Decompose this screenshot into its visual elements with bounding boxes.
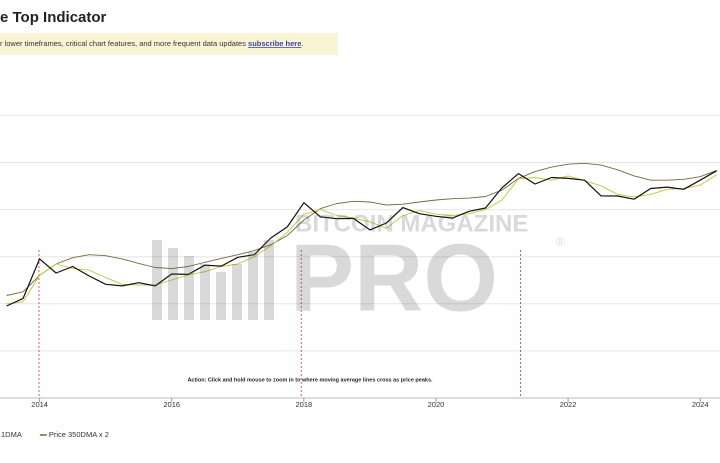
x-tick-label: 2014: [31, 400, 48, 409]
legend-label: 1DMA: [1, 430, 22, 439]
series-line: [6, 174, 717, 305]
watermark: BITCOIN MAGAZINE PRO ®: [152, 210, 565, 331]
watermark-logo: [152, 240, 274, 320]
legend-label: Price 350DMA x 2: [49, 430, 109, 439]
watermark-top: BITCOIN MAGAZINE: [295, 210, 528, 237]
series-line: [6, 170, 717, 307]
banner-text: r lower timeframes, critical chart featu…: [0, 39, 303, 48]
x-tick-label: 2018: [296, 400, 313, 409]
x-tick-label: 2020: [428, 400, 445, 409]
chart-title: e Top Indicator: [0, 9, 107, 26]
banner-end: .: [301, 39, 303, 48]
annotation: Action: Click and hold mouse to zoom in …: [187, 377, 433, 383]
x-tick-label: 2016: [163, 400, 180, 409]
x-tick-label: 2022: [560, 400, 577, 409]
x-tick-label: 2024: [692, 400, 709, 409]
watermark-main: PRO: [290, 224, 498, 331]
watermark-mark: ®: [556, 235, 565, 249]
banner: [0, 33, 338, 55]
subscribe-link[interactable]: subscribe here: [248, 39, 301, 48]
banner-message: r lower timeframes, critical chart featu…: [0, 39, 248, 48]
series-line: [6, 162, 717, 296]
